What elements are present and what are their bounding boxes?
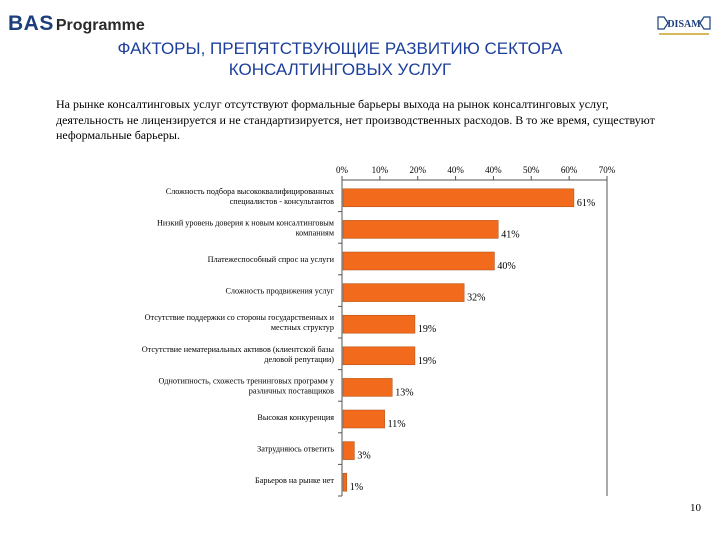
category-label: Отсутствие поддержки со стороны государс… (145, 313, 335, 322)
slide-title-line-2: КОНСАЛТИНГОВЫХ УСЛУГ (228, 60, 452, 79)
value-label: 32% (467, 293, 485, 304)
category-label: Высокая конкуренция (257, 413, 334, 422)
bar (342, 441, 355, 460)
x-tick-label: 20% (409, 165, 426, 175)
category-label: деловой репутации) (264, 355, 334, 364)
bar (342, 346, 416, 366)
x-tick-label: 40% (447, 165, 464, 175)
slide-title-line-1: ФАКТОРЫ, ПРЕПЯТСТВУЮЩИЕ РАЗВИТИЮ СЕКТОРА (117, 39, 563, 58)
category-label: местных структур (271, 323, 334, 332)
value-label: 19% (418, 324, 436, 335)
category-label: Низкий уровень доверия к новым консалтин… (157, 218, 334, 227)
disam-logo: DISAM (657, 16, 711, 35)
logo-disam-text: DISAM (667, 19, 701, 30)
value-label: 61% (577, 198, 595, 209)
value-label: 41% (501, 229, 519, 240)
bar (342, 251, 495, 271)
bar (342, 220, 499, 239)
category-label: Сложность продвижения услуг (225, 287, 334, 296)
value-label: 19% (418, 356, 436, 367)
bas-programme-logo: BAS Programme (8, 12, 145, 36)
bar (342, 472, 348, 492)
logo-programme-text: Programme (55, 17, 145, 34)
category-label: Платежеспособный спрос на услуги (208, 255, 335, 264)
category-label: Отсутствие нематериальных активов (клиен… (142, 345, 335, 354)
category-label: Барьеров на рынке нет (255, 476, 334, 485)
logo-bas-text: BAS (8, 12, 54, 35)
value-label: 40% (497, 261, 515, 272)
value-label: 13% (395, 387, 413, 398)
bar (342, 409, 385, 429)
category-label: Затрудняюсь ответить (257, 445, 334, 454)
x-tick-label: 70% (599, 165, 616, 175)
logo-chevron-left (657, 16, 669, 30)
category-label: различных поставщиков (249, 386, 334, 395)
category-label: Однотипность, схожесть тренинговых прогр… (159, 376, 335, 385)
x-tick-label: 50% (523, 165, 540, 175)
bar (342, 188, 575, 208)
logo-chevron-right (699, 16, 711, 30)
bar (342, 314, 416, 334)
x-tick-label: 40% (485, 165, 502, 175)
category-label: компаниям (296, 228, 334, 237)
value-label: 1% (350, 482, 363, 493)
bar (342, 283, 465, 302)
page-number: 10 (690, 502, 701, 514)
x-tick-label: 0% (336, 165, 349, 175)
value-label: 3% (357, 451, 370, 462)
x-tick-label: 60% (561, 165, 578, 175)
x-tick-label: 10% (372, 165, 389, 175)
bar (342, 378, 393, 397)
value-label: 11% (388, 419, 406, 430)
slide-title: ФАКТОРЫ, ПРЕПЯТСТВУЮЩИЕ РАЗВИТИЮ СЕКТОРА… (60, 38, 620, 80)
category-label: Сложность подбора высококвалифицированны… (166, 187, 334, 196)
intro-paragraph: На рынке консалтинговых услуг отсутствую… (56, 97, 655, 142)
category-label: специалистов - консультантов (230, 197, 335, 206)
